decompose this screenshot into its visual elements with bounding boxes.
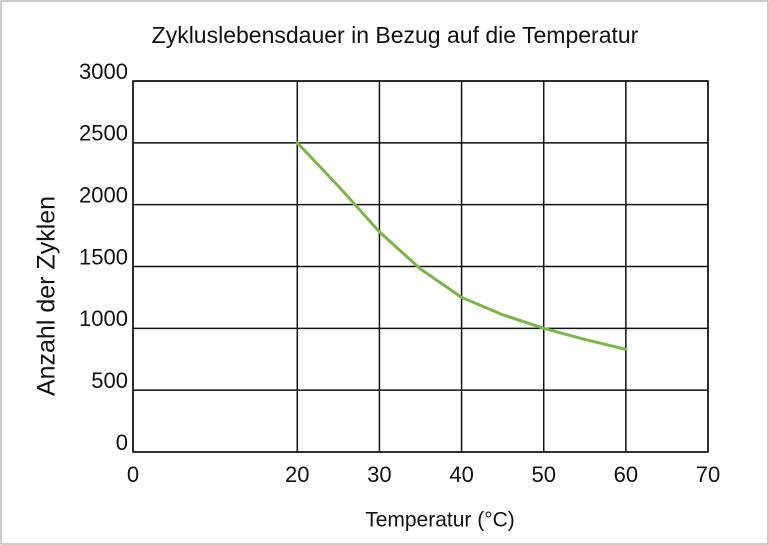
y-axis-label: Anzahl der Zyklen (33, 196, 61, 396)
x-tick-label: 70 (696, 462, 720, 487)
x-axis-label: Temperatur (°C) (365, 509, 515, 532)
x-tick-label: 0 (127, 462, 139, 487)
y-tick-label: 1000 (79, 306, 128, 331)
y-tick-label: 3000 (79, 59, 128, 84)
chart-title: Zykluslebensdauer in Bezug auf die Tempe… (152, 22, 639, 48)
y-tick-label: 0 (116, 430, 128, 455)
plot-border (132, 80, 709, 453)
x-tick-label: 20 (285, 462, 309, 487)
y-tick-label: 500 (91, 368, 128, 393)
data-line (295, 141, 628, 351)
x-tick-label: 40 (449, 462, 473, 487)
x-tick-label: 30 (367, 462, 391, 487)
y-tick-label: 1500 (79, 244, 128, 269)
y-tick-label: 2500 (79, 121, 128, 146)
x-tick-label: 50 (531, 462, 555, 487)
y-tick-label: 2000 (79, 182, 128, 207)
x-tick-label: 60 (614, 462, 638, 487)
